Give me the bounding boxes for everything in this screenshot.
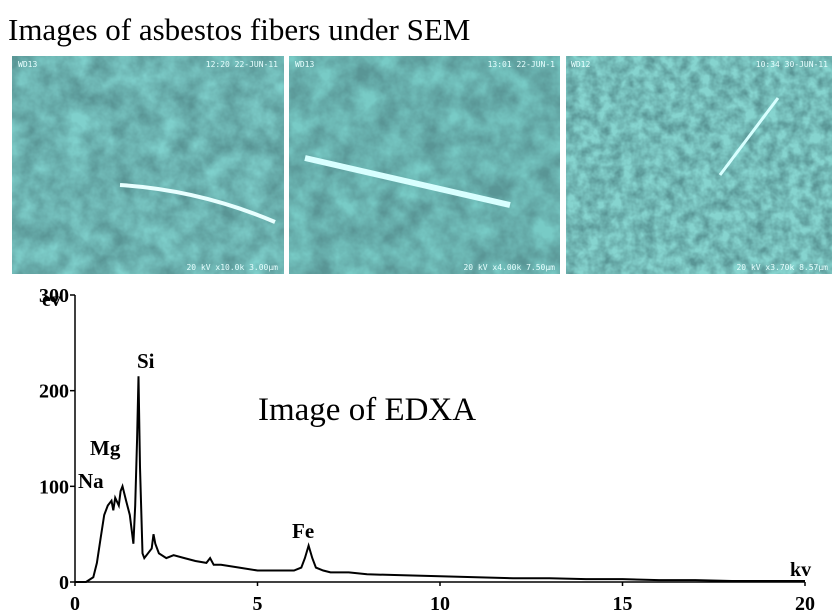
peak-label: Na [78,469,104,493]
plot: 0 100 200 300 0 5 10 15 20 Na Mg Si Fe [39,285,815,614]
sem-label: WD12 [571,60,590,69]
x-axis-label: kv [790,559,811,581]
peak-label: Mg [90,436,121,460]
peak-label: Si [137,349,155,373]
page: Images of asbestos fibers under SEM WD13… [0,0,838,614]
sem-image: WD13 13:01 22-JUN-1 20 kV x4.00k 7.50µm [289,56,560,274]
x-tick-label: 20 [795,593,815,614]
sem-image: WD13 12:20 22-JUN-11 20 kV x10.0k 3.00µm [12,56,284,274]
sem-label: WD13 [18,60,37,69]
sem-label: 13:01 22-JUN-1 [488,60,556,69]
sem-label: 10:34 30-JUN-11 [756,60,828,69]
figure: Images of asbestos fibers under SEM WD13… [0,0,838,614]
peak-label: Fe [292,519,314,543]
y-tick-label: 100 [39,476,69,498]
y-tick-label: 0 [59,572,69,594]
sem-image: WD12 10:34 30-JUN-11 20 kV x3.70k 8.57µm [566,56,832,274]
sem-label: 20 kV x10.0k 3.00µm [186,263,278,272]
x-tick-label: 5 [253,593,263,614]
sem-label: 20 kV x4.00k 7.50µm [463,263,555,272]
sem-label: 20 kV x3.70k 8.57µm [736,263,828,272]
y-tick-label: 300 [39,285,69,307]
sem-label: WD13 [295,60,314,69]
title: Images of asbestos fibers under SEM [8,12,470,47]
sem-label: 12:20 22-JUN-11 [206,60,278,69]
chart-title: Image of EDXA [258,392,476,428]
x-tick-label: 15 [613,593,633,614]
x-tick-label: 0 [70,593,80,614]
y-tick-label: 200 [39,381,69,403]
x-tick-label: 10 [430,593,450,614]
